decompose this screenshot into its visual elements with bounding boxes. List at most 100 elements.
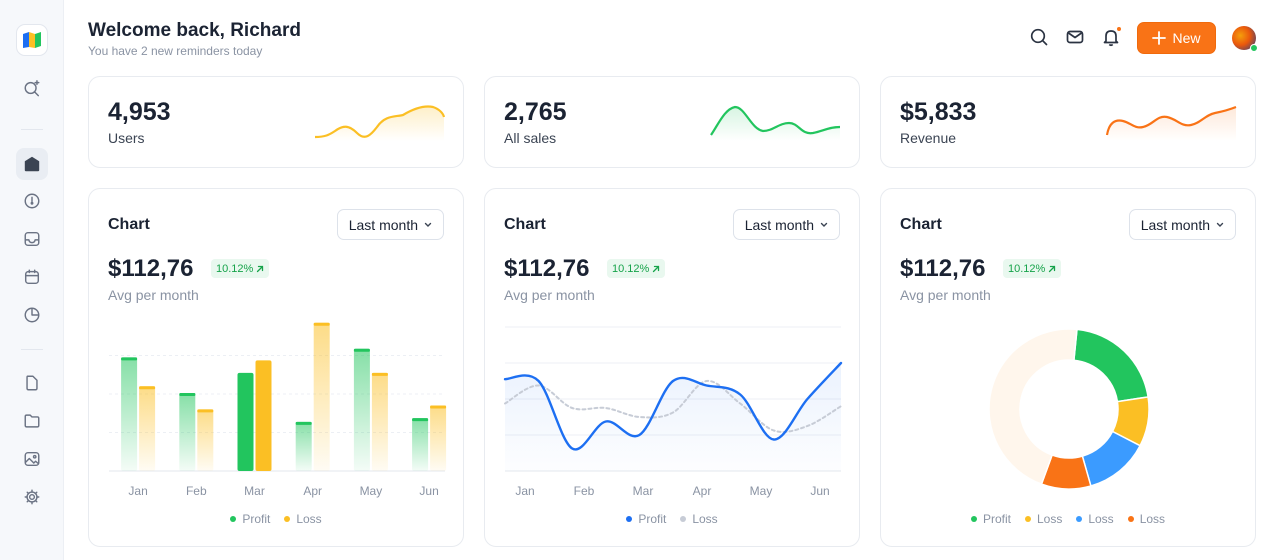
calendar-icon [24, 269, 40, 285]
bar-chart: Jan Feb Mar Apr May Jun [109, 322, 447, 498]
legend-item[interactable]: Loss [1076, 512, 1114, 526]
line-chart: Jan Feb Mar Apr May Jun [503, 326, 843, 498]
bar-loss [139, 386, 156, 471]
legend-dot [1127, 516, 1134, 522]
stat-card-users: 4,953 Users [88, 76, 464, 168]
x-tick-label: Jan [515, 484, 534, 498]
sidebar-item-home[interactable] [16, 148, 48, 180]
bar-cap [197, 409, 214, 413]
sidebar-item-reports[interactable] [16, 299, 48, 331]
image-icon [24, 451, 40, 467]
chart-legend: Profit Loss [89, 512, 463, 526]
period-dropdown-value: Last month [744, 216, 814, 233]
sidebar-item-folders[interactable] [16, 405, 48, 437]
legend-item[interactable]: Profit [970, 512, 1011, 526]
new-button-label: New [1172, 30, 1201, 46]
donut-chart [988, 328, 1150, 490]
line-chart-card: Chart Last month $112,76 10.12% Avg per … [484, 188, 860, 547]
legend-label: Loss [1139, 512, 1166, 526]
sidebar-search-sparkle[interactable] [16, 72, 48, 104]
legend-label: Loss [1036, 512, 1063, 526]
period-dropdown[interactable]: Last month [732, 209, 840, 240]
x-tick-label: Feb [574, 484, 595, 498]
x-tick-label: Feb [186, 484, 207, 498]
legend-item[interactable]: Profit [626, 512, 666, 526]
bar-cap [139, 386, 156, 390]
donut-chart-card: Chart Last month $112,76 10.12% Avg per … [880, 188, 1256, 547]
sidebar-divider [21, 129, 43, 130]
change-value: 10.12% [1008, 262, 1046, 275]
bar-loss [197, 409, 214, 471]
stat-label: Revenue [900, 130, 957, 146]
legend-dot [284, 516, 291, 522]
gauge-icon [24, 193, 40, 209]
legend-item[interactable]: Loss [1024, 512, 1063, 526]
x-tick-label: Jun [419, 484, 438, 498]
arrow-up-right-icon [257, 265, 264, 272]
legend-item[interactable]: Loss [1127, 512, 1166, 526]
online-status-dot [1250, 44, 1258, 52]
legend-item[interactable]: Loss [680, 512, 718, 526]
period-dropdown[interactable]: Last month [1128, 209, 1236, 240]
chevron-down-icon [424, 222, 432, 227]
sidebar-item-media[interactable] [16, 443, 48, 475]
page-title: Welcome back, Richard [88, 20, 301, 41]
legend-label: Profit [982, 512, 1011, 526]
change-value: 10.12% [612, 262, 650, 275]
legend-dot [626, 516, 633, 522]
sidebar-item-inbox[interactable] [16, 223, 48, 255]
x-tick-label: Jan [128, 484, 147, 498]
bar-cap [430, 405, 447, 409]
stat-label: Users [108, 130, 145, 146]
bar-cap [313, 322, 330, 326]
legend-dot [230, 516, 237, 522]
header-notifications-button[interactable] [1101, 26, 1122, 47]
series-line-loss [504, 379, 842, 433]
legend-label: Profit [242, 512, 271, 526]
sidebar-item-settings[interactable] [16, 481, 48, 513]
chart-legend: Profit Loss [485, 512, 859, 526]
series-area [505, 363, 841, 471]
x-tick-label: May [750, 484, 773, 498]
bar-loss [430, 405, 447, 471]
x-tick-label: Apr [303, 484, 322, 498]
bar-profit [121, 357, 138, 471]
bar-loss [255, 360, 272, 471]
app-logo[interactable] [15, 24, 48, 56]
sidebar-item-calendar[interactable] [16, 261, 48, 293]
new-button[interactable]: New [1137, 22, 1216, 54]
sidebar-item-files[interactable] [16, 367, 48, 399]
bar-cap [371, 372, 388, 376]
legend-dot [970, 516, 977, 522]
sidebar-item-dashboard[interactable] [16, 185, 48, 217]
legend-dot [1024, 516, 1031, 522]
home-icon [24, 156, 40, 172]
stat-label: All sales [504, 130, 557, 146]
bar-cap [295, 421, 312, 425]
header-search-button[interactable] [1029, 27, 1049, 47]
header-mail-button[interactable] [1065, 27, 1085, 47]
pie-chart-icon [24, 307, 40, 323]
legend-label: Loss [296, 512, 322, 526]
bar-cap [179, 393, 196, 397]
arrow-up-right-icon [1049, 265, 1056, 272]
legend-dot [680, 516, 687, 522]
legend-item[interactable]: Profit [230, 512, 270, 526]
x-tick-label: Jun [810, 484, 829, 498]
search-icon [1030, 28, 1048, 46]
period-dropdown[interactable]: Last month [336, 209, 444, 240]
donut-slice-remainder [988, 328, 1078, 486]
avatar[interactable] [1232, 26, 1258, 52]
chart-title: Chart [900, 216, 942, 233]
period-dropdown-value: Last month [348, 216, 418, 233]
stat-value: 2,765 [504, 98, 567, 126]
settings-icon [24, 489, 40, 505]
sidebar-divider [21, 349, 43, 350]
page-subtitle: You have 2 new reminders today [88, 44, 263, 58]
legend-item[interactable]: Loss [284, 512, 322, 526]
chevron-down-icon [1216, 222, 1224, 227]
legend-label: Loss [1088, 512, 1114, 526]
bar-loss [313, 322, 330, 471]
chart-title: Chart [504, 216, 546, 233]
x-tick-label: Mar [633, 484, 654, 498]
